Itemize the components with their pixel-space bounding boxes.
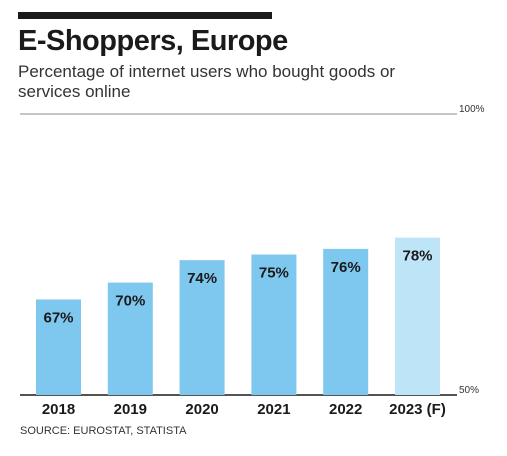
y-tick-label-50: 50% [459,385,479,396]
bar-2018 [36,299,81,395]
data-label-1: 70% [115,293,145,310]
chart-subtitle: Percentage of internet users who bought … [18,62,396,101]
x-tick-label-0: 2018 [42,401,75,418]
bar-2022 [323,248,369,395]
data-label-0: 67% [43,309,73,326]
data-label-4: 76% [331,259,361,276]
x-tick-label-4: 2022 [329,401,362,418]
x-tick-label-2: 2020 [185,401,218,418]
bar-2019 [107,282,153,395]
x-tick-label-5: 2023 (F) [389,401,446,418]
header-rule [18,12,272,19]
data-label-3: 75% [259,265,289,282]
y-tick-label-100: 100% [459,104,485,115]
source-note: SOURCE: EUROSTAT, STATISTA [20,425,187,437]
bar-2021 [251,254,297,395]
x-tick-label-3: 2021 [257,401,290,418]
data-label-2: 74% [187,270,217,287]
bar-2020 [179,260,225,395]
data-label-5: 78% [402,248,432,265]
bar-2023-F [395,237,440,395]
x-tick-label-1: 2019 [114,401,147,418]
chart-title: E-Shoppers, Europe [18,25,288,57]
